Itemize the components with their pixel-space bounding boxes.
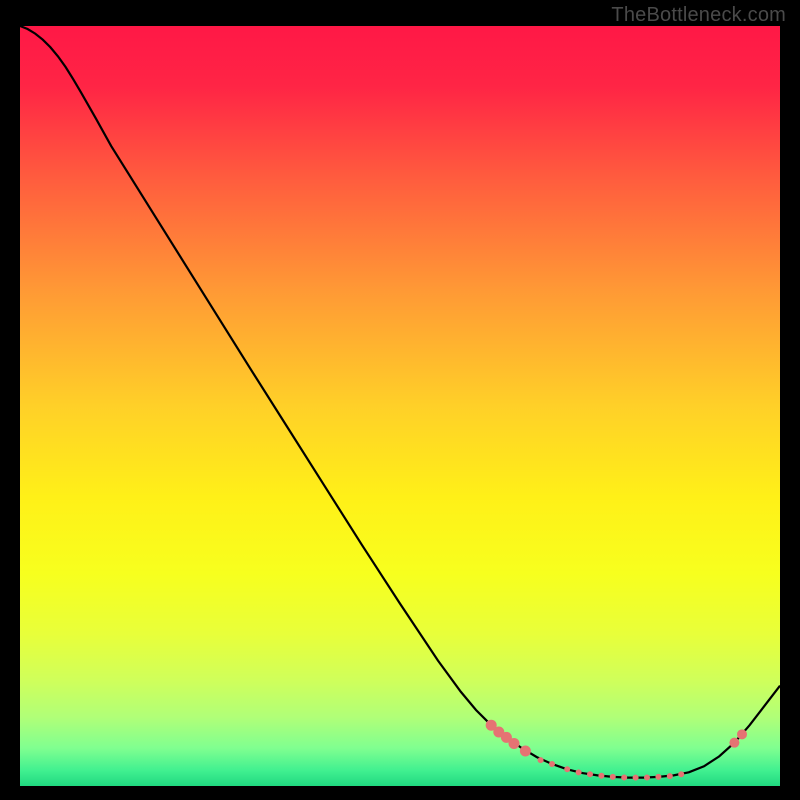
marker-point [520, 746, 531, 757]
marker-point [655, 774, 661, 780]
marker-point [587, 771, 593, 777]
marker-point [598, 773, 604, 779]
marker-point [633, 775, 639, 781]
chart-container: TheBottleneck.com [0, 0, 800, 800]
marker-point [621, 774, 627, 780]
marker-point [644, 774, 650, 780]
marker-point [549, 761, 555, 767]
bottleneck-curve [20, 26, 780, 778]
marker-point [667, 773, 673, 779]
watermark-label: TheBottleneck.com [611, 4, 786, 27]
marker-point [564, 766, 570, 772]
plot-area [20, 26, 780, 786]
marker-point [729, 738, 739, 748]
marker-point [538, 757, 544, 763]
marker-point [678, 771, 684, 777]
marker-point [610, 774, 616, 780]
marker-point [737, 729, 747, 739]
marker-point [576, 769, 582, 775]
chart-curve-layer [20, 26, 780, 786]
marker-point [509, 738, 520, 749]
curve-markers [486, 720, 747, 781]
